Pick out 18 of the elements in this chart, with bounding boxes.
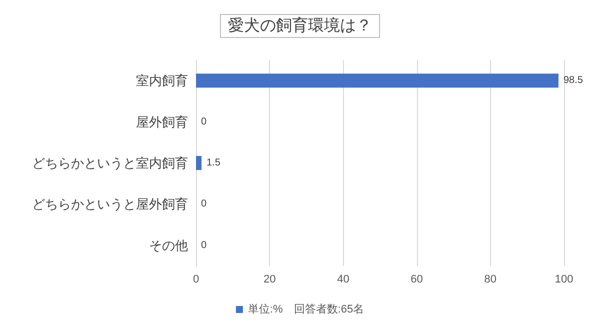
data-label: 0 [201, 116, 207, 128]
x-tick-label: 0 [192, 274, 200, 286]
chart-title: 愛犬の飼育環境は？ [228, 16, 372, 34]
x-tick-label: 20 [263, 274, 276, 286]
data-label: 1.5 [206, 158, 221, 168]
x-tick-label: 100 [554, 274, 574, 286]
y-tick-label: 室内飼育 [136, 73, 188, 88]
x-tick-label: 80 [484, 274, 497, 286]
data-label: 98.5 [563, 75, 584, 86]
x-tick-label: 40 [337, 274, 350, 286]
legend-label: 単位:% 回答者数:65名 [248, 302, 364, 316]
data-label: 0 [201, 198, 207, 210]
y-tick-label: どちらかというと室内飼育 [32, 156, 188, 170]
x-tick-label: 60 [410, 274, 423, 286]
y-tick-label: 屋外飼育 [136, 114, 188, 130]
y-tick-label: その他 [149, 238, 188, 253]
y-tick-label: どちらかというと屋外飼育 [32, 196, 188, 212]
data-label: 0 [201, 240, 207, 251]
